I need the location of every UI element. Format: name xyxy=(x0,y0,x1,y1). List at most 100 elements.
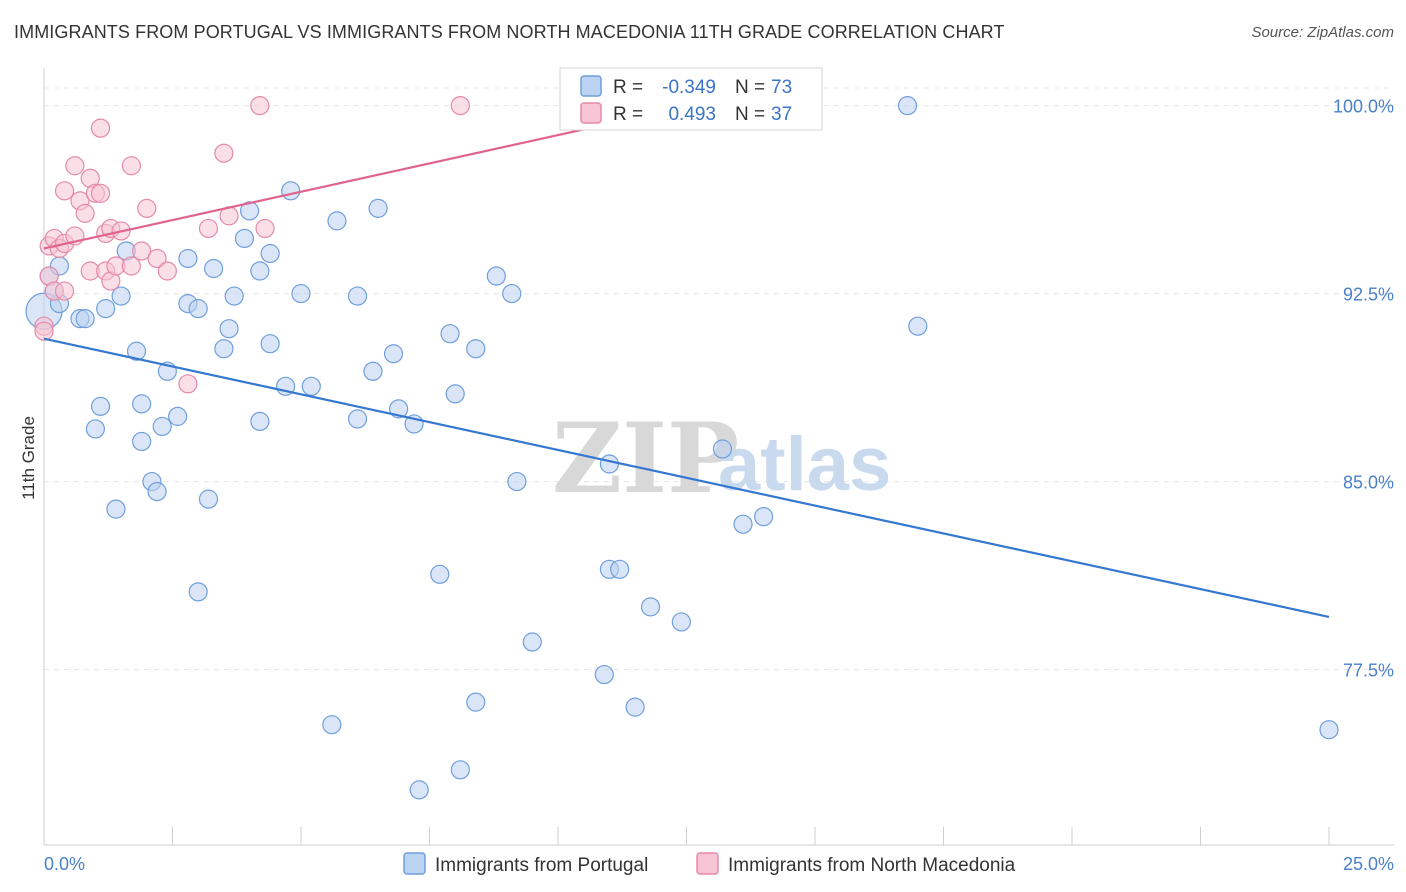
y-tick-label-0: 100.0% xyxy=(1333,97,1394,117)
point-series-0-64 xyxy=(753,507,774,527)
legend-n-value-portugal: 73 xyxy=(771,77,792,98)
point-series-1-12 xyxy=(75,203,95,223)
y-tick-labels: 100.0% 92.5% 85.0% 77.5% xyxy=(1333,97,1394,681)
chart-title: IMMIGRANTS FROM PORTUGAL VS IMMIGRANTS F… xyxy=(14,22,1005,42)
point-series-0-39 xyxy=(188,582,208,602)
watermark-zip: ZIP xyxy=(552,402,739,515)
point-series-0-40 xyxy=(327,211,347,231)
point-series-0-26 xyxy=(219,319,239,339)
legend-r-label-portugal: R = xyxy=(613,77,643,98)
point-series-1-10 xyxy=(65,156,85,176)
legend-r-label-north-macedonia: R = xyxy=(613,104,643,125)
point-series-0-6 xyxy=(75,309,95,329)
point-series-1-9 xyxy=(54,181,75,201)
point-series-0-52 xyxy=(486,266,506,286)
y-tick-label-3: 77.5% xyxy=(1343,661,1394,681)
point-series-0-69 xyxy=(322,715,342,735)
point-series-0-29 xyxy=(240,201,260,221)
point-series-1-29 xyxy=(147,248,167,269)
point-series-0-58 xyxy=(610,559,630,579)
point-series-0-55 xyxy=(522,632,542,652)
point-series-0-70 xyxy=(450,760,470,780)
point-series-1-15 xyxy=(90,183,111,203)
point-series-0-25 xyxy=(214,339,234,359)
legend-n-label-portugal: N = xyxy=(735,77,765,98)
point-series-1-28 xyxy=(137,198,157,218)
point-series-0-30 xyxy=(250,261,270,281)
point-series-0-31 xyxy=(260,243,280,264)
point-series-0-45 xyxy=(389,399,409,419)
axes-layer xyxy=(43,68,1394,846)
point-series-1-30 xyxy=(157,261,177,281)
trend-line-series-0 xyxy=(43,337,1330,618)
point-series-0-8 xyxy=(111,286,131,306)
legend-swatch-portugal xyxy=(580,75,602,97)
y-axis-label: 11th Grade xyxy=(19,416,38,500)
point-series-0-72 xyxy=(897,95,918,116)
point-series-0-42 xyxy=(368,198,388,218)
point-series-0-54 xyxy=(507,471,527,492)
x-tick-label-min: 0.0% xyxy=(44,854,85,874)
point-series-1-8 xyxy=(34,321,54,341)
point-series-0-27 xyxy=(224,286,244,306)
point-series-0-11 xyxy=(90,396,111,416)
point-series-0-16 xyxy=(168,406,188,426)
point-series-0-63 xyxy=(733,514,753,534)
correlation-legend: R = -0.349 N = 73 R = 0.493 N = 37 xyxy=(559,67,823,131)
point-series-0-53 xyxy=(502,283,522,304)
point-series-0-67 xyxy=(594,664,614,685)
point-series-1-31 xyxy=(178,374,198,394)
bottom-legend-swatch-north-macedonia xyxy=(696,852,719,875)
point-series-1-36 xyxy=(250,95,270,116)
point-series-0-59 xyxy=(640,597,661,617)
point-series-0-34 xyxy=(281,181,301,201)
watermark-atlas: atlas xyxy=(718,422,891,507)
point-series-0-56 xyxy=(599,454,620,474)
point-series-0-60 xyxy=(625,697,645,717)
series-legend: Immigrants from Portugal Immigrants from… xyxy=(403,852,1016,876)
point-series-0-73 xyxy=(908,316,928,336)
point-series-0-13 xyxy=(132,394,152,414)
point-series-0-20 xyxy=(106,499,126,519)
point-series-0-21 xyxy=(178,248,198,269)
point-series-0-46 xyxy=(347,409,368,429)
point-series-0-37 xyxy=(250,411,270,432)
x-tick-label-max: 25.0% xyxy=(1343,854,1394,874)
point-series-0-36 xyxy=(301,376,321,396)
point-series-0-62 xyxy=(712,439,733,459)
bottom-legend-swatch-portugal xyxy=(403,852,426,875)
point-series-0-17 xyxy=(132,431,152,452)
y-tick-label-1: 92.5% xyxy=(1343,285,1394,305)
legend-n-value-north-macedonia: 37 xyxy=(771,104,792,125)
bottom-legend-label-north-macedonia: Immigrants from North Macedonia xyxy=(728,855,1016,876)
point-series-0-38 xyxy=(198,489,219,509)
point-series-1-27 xyxy=(132,241,152,261)
source-label: Source: ZipAtlas.com xyxy=(1251,24,1394,41)
points-layer xyxy=(25,95,1339,800)
point-series-0-49 xyxy=(440,324,460,344)
point-series-1-25 xyxy=(121,256,141,276)
point-series-1-35 xyxy=(255,218,275,239)
point-series-0-28 xyxy=(234,228,255,249)
point-series-1-33 xyxy=(214,143,234,163)
point-series-0-23 xyxy=(188,299,208,319)
point-series-0-41 xyxy=(347,286,368,306)
point-series-1-26 xyxy=(121,156,141,176)
point-series-0-32 xyxy=(260,334,280,354)
point-series-1-37 xyxy=(450,95,470,116)
point-series-1-6 xyxy=(54,281,75,301)
point-series-0-15 xyxy=(152,416,172,437)
trend-layer xyxy=(43,104,1330,618)
point-series-0-19 xyxy=(147,481,167,502)
point-series-0-48 xyxy=(430,564,450,584)
y-tick-label-2: 85.0% xyxy=(1343,473,1394,493)
point-series-0-43 xyxy=(363,361,383,381)
point-series-0-51 xyxy=(466,339,486,359)
point-series-0-71 xyxy=(409,780,429,800)
x-tick-labels: 0.0% 25.0% xyxy=(44,854,1394,874)
legend-r-value-north-macedonia: 0.493 xyxy=(668,104,716,125)
legend-n-label-north-macedonia: N = xyxy=(735,104,765,125)
legend-box xyxy=(559,67,823,131)
point-series-0-10 xyxy=(126,341,147,361)
